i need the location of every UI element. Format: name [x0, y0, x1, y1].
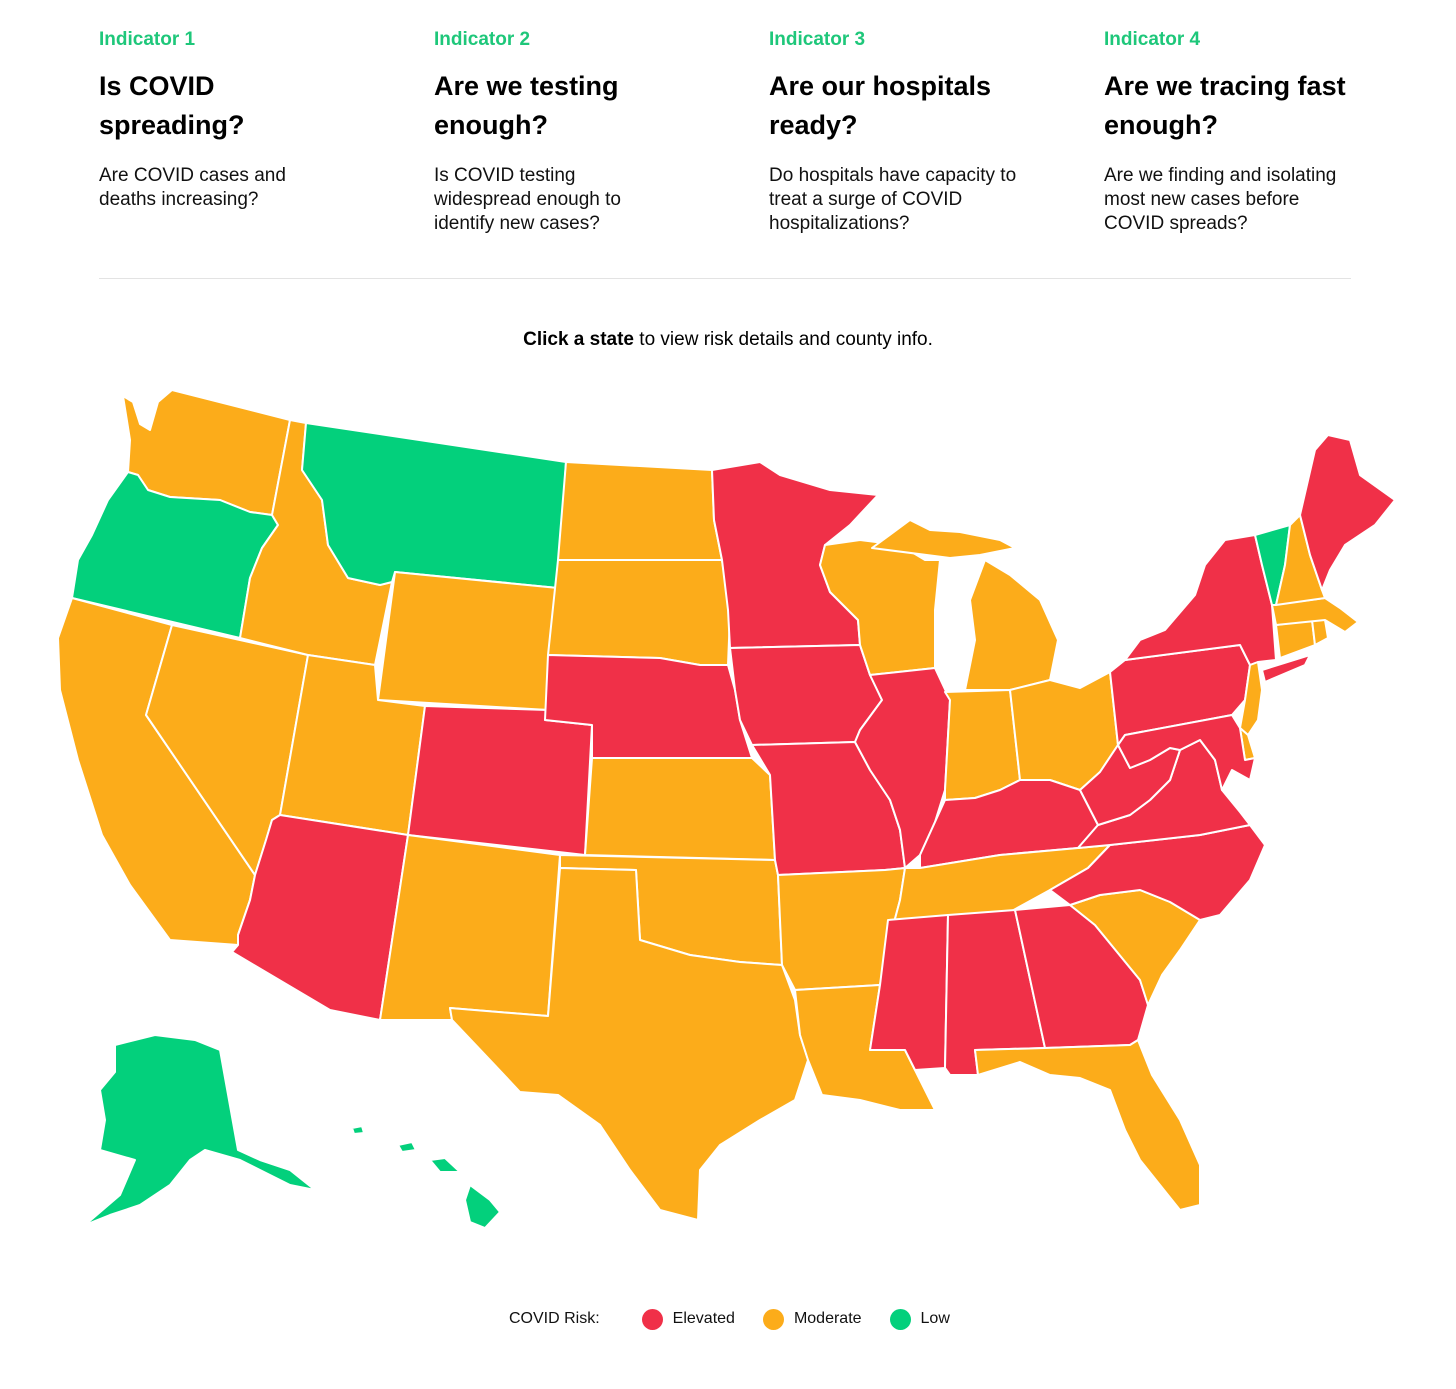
- state-md[interactable]: [1117, 714, 1256, 791]
- indicators-row: Indicator 1 Is COVID spreading? Are COVI…: [99, 28, 1351, 238]
- elevated-dot-icon: [641, 1308, 663, 1330]
- state-tx[interactable]: [449, 867, 809, 1221]
- state-me[interactable]: [1299, 434, 1396, 591]
- state-co[interactable]: [407, 705, 593, 856]
- legend-title: COVID Risk:: [509, 1310, 600, 1327]
- legend-label: Elevated: [672, 1310, 735, 1327]
- state-sd[interactable]: [547, 559, 731, 666]
- state-mi[interactable]: [964, 559, 1059, 691]
- state-mt[interactable]: [301, 422, 567, 589]
- indicator-description: Are COVID cases and deaths increasing?: [99, 165, 286, 210]
- legend: COVID Risk: Elevated Moderate Low: [509, 1306, 978, 1332]
- divider: [99, 278, 1351, 279]
- indicator-title: Are we tracing fast enough?: [1104, 71, 1346, 140]
- state-wy[interactable]: [377, 571, 559, 711]
- legend-item-low: Low: [889, 1308, 950, 1330]
- state-in[interactable]: [944, 689, 1021, 801]
- map-instruction-bold: Click a state: [523, 329, 635, 350]
- indicator-2: Indicator 2 Are we testing enough? Is CO…: [434, 28, 734, 236]
- state-nm[interactable]: [379, 834, 561, 1021]
- indicator-1: Indicator 1 Is COVID spreading? Are COVI…: [99, 28, 399, 212]
- indicator-title: Are we testing enough?: [434, 71, 619, 140]
- state-fl[interactable]: [974, 1039, 1201, 1211]
- legend-item-moderate: Moderate: [762, 1308, 862, 1330]
- indicator-description: Are we finding and isolating most new ca…: [1104, 165, 1337, 234]
- indicator-description: Is COVID testing widespread enough to id…: [434, 165, 621, 234]
- indicator-label: Indicator 4: [1104, 29, 1201, 50]
- state-ri[interactable]: [1311, 619, 1329, 646]
- map-instruction-rest: to view risk details and county info.: [634, 329, 933, 350]
- indicator-3: Indicator 3 Are our hospitals ready? Do …: [769, 28, 1069, 236]
- indicator-label: Indicator 2: [434, 29, 531, 50]
- legend-label: Moderate: [793, 1310, 862, 1327]
- moderate-dot-icon: [762, 1308, 784, 1330]
- indicator-title: Is COVID spreading?: [99, 71, 245, 140]
- state-nd[interactable]: [557, 461, 723, 561]
- state-ak[interactable]: [84, 1034, 316, 1226]
- indicator-description: Do hospitals have capacity to treat a su…: [769, 165, 1017, 234]
- legend-label: Low: [920, 1310, 950, 1327]
- state-ct[interactable]: [1275, 619, 1316, 659]
- state-li[interactable]: [1261, 654, 1311, 683]
- state-nj[interactable]: [1239, 661, 1263, 736]
- state-ny[interactable]: [1124, 534, 1277, 666]
- indicator-label: Indicator 1: [99, 29, 196, 50]
- legend-item-elevated: Elevated: [641, 1308, 735, 1330]
- low-dot-icon: [889, 1308, 911, 1330]
- state-hi[interactable]: [351, 1125, 501, 1229]
- indicator-title: Are our hospitals ready?: [769, 71, 992, 140]
- indicator-label: Indicator 3: [769, 29, 866, 50]
- state-ma[interactable]: [1271, 597, 1359, 633]
- indicator-4: Indicator 4 Are we tracing fast enough? …: [1104, 28, 1404, 236]
- us-risk-map: [57, 389, 1396, 1229]
- state-wi-up[interactable]: [871, 519, 1016, 559]
- map-instruction: Click a state to view risk details and c…: [0, 327, 1456, 353]
- state-ks[interactable]: [584, 757, 776, 861]
